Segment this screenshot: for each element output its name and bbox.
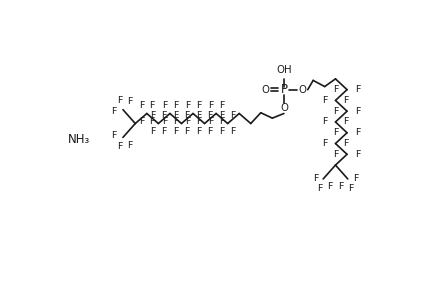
Text: F: F <box>185 101 190 109</box>
Text: F: F <box>355 85 360 94</box>
Text: O: O <box>261 85 269 95</box>
Text: F: F <box>162 101 167 109</box>
Text: F: F <box>231 111 236 119</box>
Text: F: F <box>344 96 349 105</box>
Text: F: F <box>197 111 202 119</box>
Text: F: F <box>150 127 156 137</box>
Text: F: F <box>219 111 225 119</box>
Text: F: F <box>338 182 344 191</box>
Text: F: F <box>184 127 190 137</box>
Text: F: F <box>328 182 333 191</box>
Text: F: F <box>219 117 224 127</box>
Text: O: O <box>280 103 288 113</box>
Text: F: F <box>196 101 201 109</box>
Text: F: F <box>355 107 360 116</box>
Text: F: F <box>174 111 179 119</box>
Text: F: F <box>355 128 360 137</box>
Text: O: O <box>298 85 306 95</box>
Text: F: F <box>344 117 349 127</box>
Text: F: F <box>161 127 166 137</box>
Text: F: F <box>317 184 323 193</box>
Text: F: F <box>139 117 144 127</box>
Text: F: F <box>117 96 122 105</box>
Text: OH: OH <box>276 65 292 75</box>
Text: F: F <box>150 101 155 109</box>
Text: P: P <box>280 83 287 96</box>
Text: F: F <box>219 127 225 137</box>
Text: NH₃: NH₃ <box>68 133 90 146</box>
Text: F: F <box>208 117 214 127</box>
Text: F: F <box>334 107 339 116</box>
Text: F: F <box>173 101 178 109</box>
Text: F: F <box>127 141 133 150</box>
Text: F: F <box>117 142 122 151</box>
Text: F: F <box>313 174 318 184</box>
Text: F: F <box>334 128 339 137</box>
Text: F: F <box>161 111 166 119</box>
Text: F: F <box>173 117 178 127</box>
Text: F: F <box>355 150 360 159</box>
Text: F: F <box>334 150 339 159</box>
Text: F: F <box>150 111 156 119</box>
Text: F: F <box>185 117 190 127</box>
Text: F: F <box>322 139 328 148</box>
Text: F: F <box>111 107 117 117</box>
Text: F: F <box>184 111 190 119</box>
Text: F: F <box>219 101 224 109</box>
Text: F: F <box>344 139 349 148</box>
Text: F: F <box>207 127 213 137</box>
Text: F: F <box>150 117 155 127</box>
Text: F: F <box>231 127 236 137</box>
Text: F: F <box>174 127 179 137</box>
Text: F: F <box>334 85 339 94</box>
Text: F: F <box>322 96 328 105</box>
Text: F: F <box>111 131 117 140</box>
Text: F: F <box>348 184 354 193</box>
Text: F: F <box>139 101 144 109</box>
Text: F: F <box>207 111 213 119</box>
Text: F: F <box>322 117 328 127</box>
Text: F: F <box>208 101 214 109</box>
Text: F: F <box>197 127 202 137</box>
Text: F: F <box>353 174 358 184</box>
Text: F: F <box>196 117 201 127</box>
Text: F: F <box>127 97 133 107</box>
Text: F: F <box>162 117 167 127</box>
